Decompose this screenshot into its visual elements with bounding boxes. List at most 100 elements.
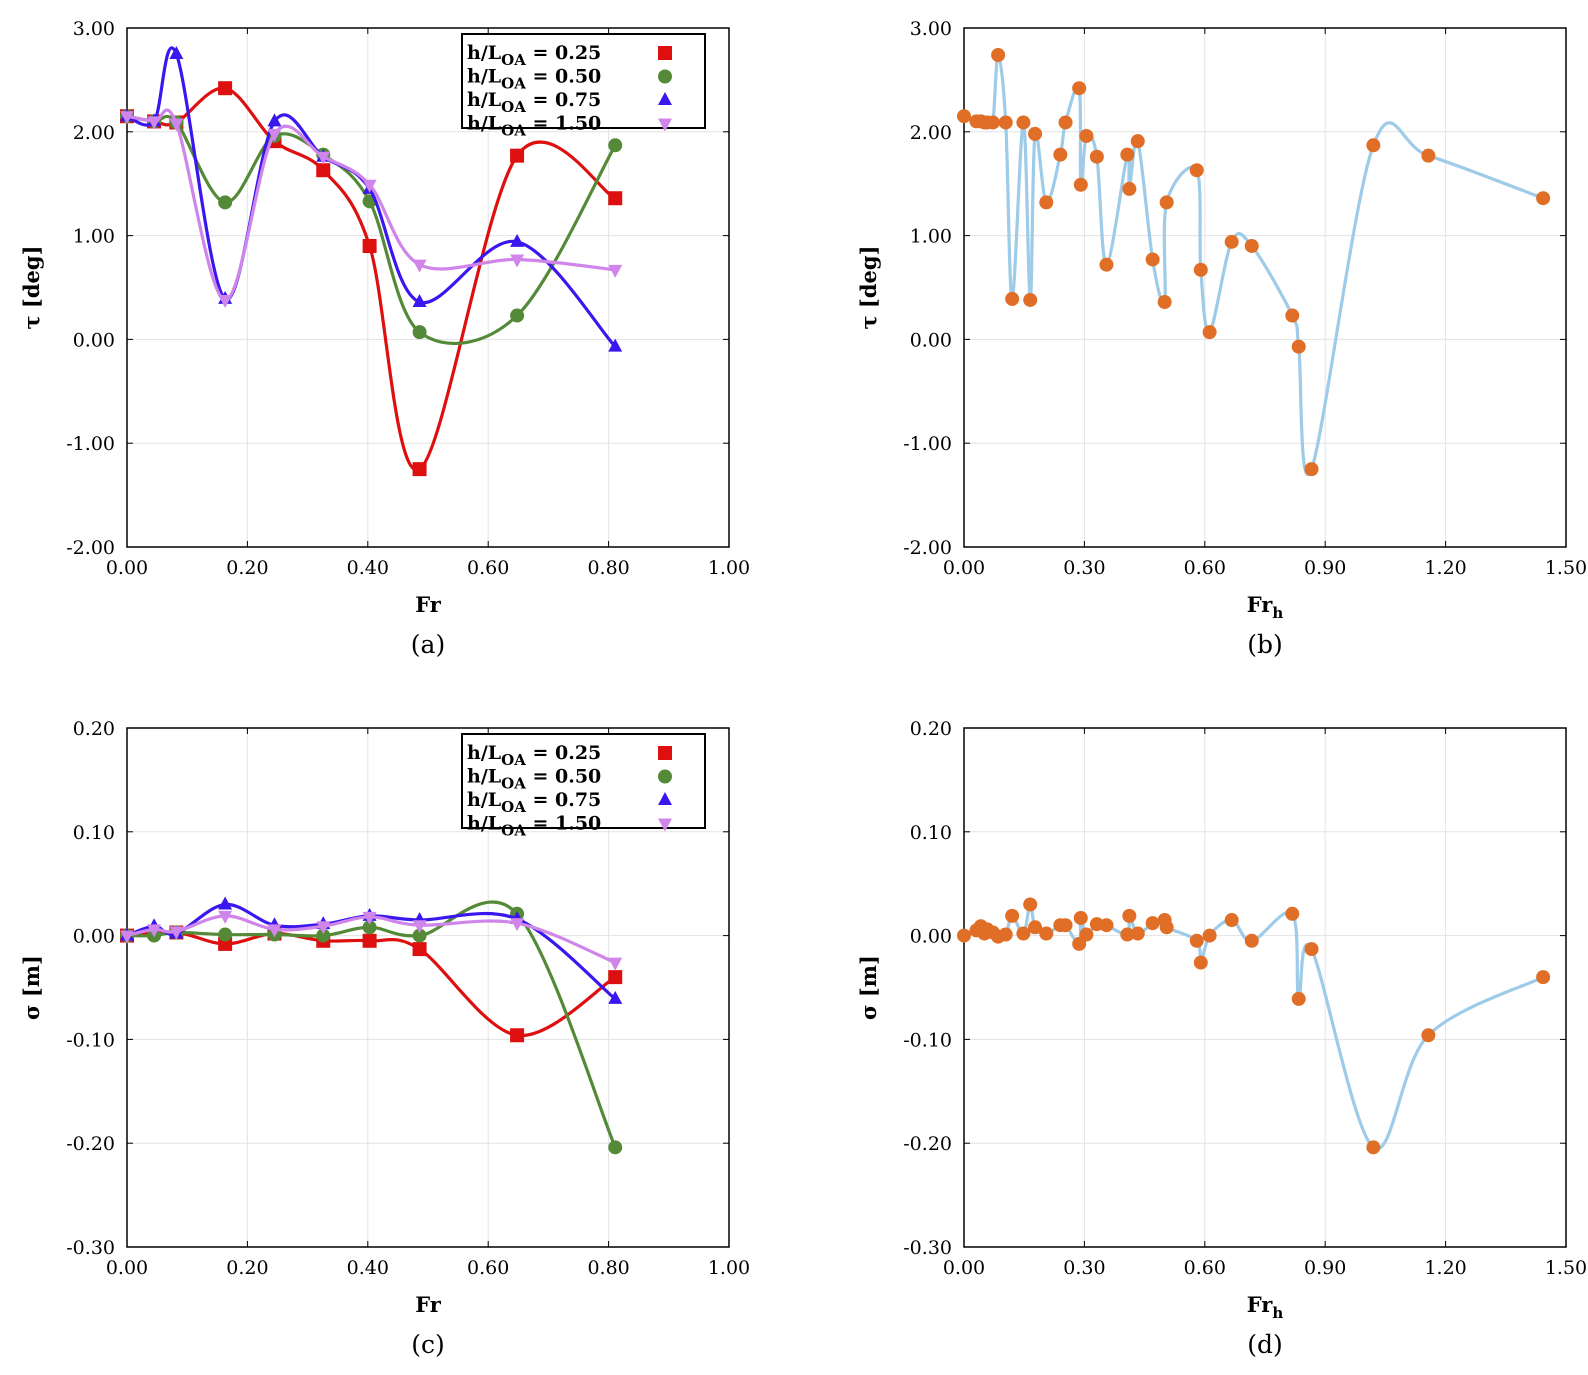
y-tick-label: 0.00	[73, 329, 115, 351]
data-point	[218, 896, 233, 910]
data-point	[1159, 920, 1174, 935]
x-tick-label: 0.00	[106, 557, 148, 579]
y-tick-label: -2.00	[903, 537, 952, 559]
data-point	[608, 138, 623, 153]
legend-label: h/LOA = 0.50	[467, 766, 601, 793]
data-point	[267, 113, 282, 127]
x-tick-label: 0.40	[347, 557, 389, 579]
data-point	[1244, 933, 1259, 948]
y-tick-label: -0.10	[903, 1029, 952, 1051]
data-point	[412, 920, 427, 934]
legend-c: h/LOA = 0.25h/LOA = 0.50h/LOA = 0.75h/LO…	[461, 733, 706, 840]
x-tick-label: 0.60	[467, 1257, 509, 1279]
data-point	[1120, 147, 1135, 162]
legend-marker	[658, 818, 672, 832]
legend-label: h/LOA = 1.50	[467, 813, 601, 840]
plot-frame-a	[126, 27, 730, 548]
y-tick-label: 0.00	[910, 329, 952, 351]
data-point	[362, 920, 377, 935]
x-tick-label: 0.00	[943, 1257, 985, 1279]
x-tick-label: 0.80	[587, 1257, 629, 1279]
y-tick-label: 1.00	[910, 226, 952, 248]
data-point	[1291, 339, 1306, 354]
plot-frame-b	[963, 27, 1567, 548]
x-tick-label: 0.60	[467, 557, 509, 579]
legend-marker	[658, 746, 672, 760]
legend-marker	[658, 792, 672, 805]
data-point	[957, 928, 971, 943]
data-point	[316, 921, 331, 935]
data-point	[1120, 927, 1135, 942]
y-axis-label: τ [deg]	[856, 245, 881, 329]
y-tick-label: 3.00	[73, 18, 115, 40]
legend-label: h/LOA = 0.25	[467, 42, 601, 69]
data-point	[1202, 928, 1217, 943]
data-point	[1039, 926, 1054, 941]
data-point	[1366, 138, 1381, 153]
data-point	[510, 308, 525, 323]
data-point	[1145, 916, 1160, 931]
data-point	[1366, 1140, 1381, 1155]
data-point	[1005, 908, 1020, 923]
data-point	[362, 911, 377, 925]
legend-label: h/LOA = 0.75	[467, 789, 601, 816]
panel-d: 0.00 0.30 0.60 0.90 1.20 1.50 -0.30 -0.20 -0.10 0…	[856, 718, 1587, 1359]
y-tick-label: 1.00	[73, 226, 115, 248]
legend-label: h/LOA = 0.50	[467, 66, 601, 93]
legend-marker	[658, 69, 672, 84]
x-tick-label: 0.80	[587, 557, 629, 579]
data-point	[1072, 81, 1087, 96]
x-tick-label: 0.00	[106, 1257, 148, 1279]
x-tick-label: 1.50	[1545, 557, 1587, 579]
y-axis-label: σ [m]	[19, 955, 44, 1020]
data-point	[1224, 913, 1239, 928]
panel-caption: (a)	[411, 630, 445, 659]
x-tick-label: 0.40	[347, 1257, 389, 1279]
data-point	[1159, 195, 1174, 210]
series-line	[127, 46, 617, 348]
data-point	[1130, 926, 1145, 941]
data-point	[120, 111, 134, 125]
panel-caption: (c)	[411, 1330, 445, 1359]
x-tick-label: 1.50	[1545, 1257, 1587, 1279]
data-point	[1073, 910, 1088, 925]
panel-b: 0.00 0.30 0.60 0.90 1.20 1.50 -2.00 -1.00 0.00 1.…	[856, 18, 1587, 659]
data-point	[1089, 149, 1104, 164]
x-tick-label: 0.20	[226, 557, 268, 579]
legend-marker	[658, 46, 672, 60]
y-tick-label: -1.00	[66, 433, 115, 455]
panel-a: 0.00 0.20 0.40 0.60 0.80 1.00 -2.00 -1.00 0.00 1.…	[19, 18, 750, 659]
data-point	[608, 191, 623, 206]
data-point	[412, 294, 427, 308]
x-tick-label: 0.20	[226, 1257, 268, 1279]
data-point	[1304, 462, 1319, 477]
data-point	[1099, 918, 1114, 933]
data-point	[267, 924, 282, 938]
data-point	[147, 116, 162, 130]
data-point	[218, 910, 233, 924]
y-tick-label: 0.00	[910, 926, 952, 948]
x-tick-label: 0.30	[1063, 1257, 1105, 1279]
x-tick-label: 1.00	[708, 557, 750, 579]
data-point	[1193, 262, 1208, 277]
y-tick-label: 3.00	[910, 18, 952, 40]
data-point	[1291, 991, 1306, 1006]
data-point	[316, 151, 331, 165]
y-tick-label: -0.30	[66, 1237, 115, 1259]
x-axis-label: Fr	[415, 1292, 442, 1317]
data-point	[1193, 955, 1208, 970]
data-point	[1005, 291, 1020, 306]
data-point	[1028, 126, 1043, 141]
data-point	[1145, 252, 1160, 267]
data-point	[316, 928, 331, 943]
x-tick-label: 0.30	[1063, 557, 1105, 579]
series-b-0	[957, 47, 1551, 477]
data-point	[1304, 942, 1319, 957]
x-axis-label: Frh	[1247, 592, 1284, 622]
series-a-0	[120, 81, 623, 477]
data-point	[218, 294, 233, 308]
data-point	[1224, 234, 1239, 249]
data-point	[147, 924, 162, 938]
data-point	[608, 338, 623, 352]
